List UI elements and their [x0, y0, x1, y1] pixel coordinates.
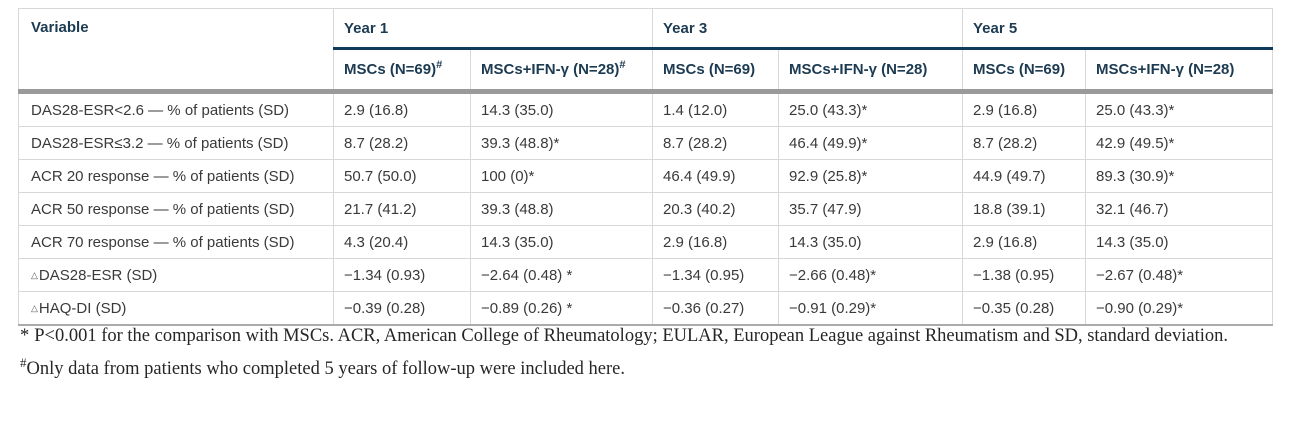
variable-text: DAS28-ESR≤3.2 — % of patients (SD) [31, 134, 289, 152]
footnote-text: P<0.001 for the comparison with MSCs. AC… [34, 326, 1228, 346]
delta-triangle-icon: △ [31, 302, 39, 313]
cell-value: −0.36 (0.27) [652, 291, 779, 325]
cell-value: 46.4 (49.9)* [778, 126, 963, 160]
cell-value: 25.0 (43.3)* [778, 91, 963, 127]
variable-text: ACR 70 response — % of patients (SD) [31, 233, 295, 251]
results-table: Variable Year 1 Year 3 Year 5 MSCs (N=69… [18, 8, 1273, 326]
col-header-label: MSCs+IFN-γ (N=28) [789, 61, 928, 78]
cell-value: 20.3 (40.2) [652, 192, 779, 226]
cell-value: −2.66 (0.48)* [778, 258, 963, 292]
col-header-label: MSCs (N=69) [973, 61, 1066, 78]
year-header-row: Variable Year 1 Year 3 Year 5 [18, 8, 1273, 94]
col-header-label: MSCs+IFN-γ (N=28) [481, 61, 620, 78]
year-5-group-header: Year 5 [962, 8, 1273, 50]
table-row: ACR 50 response — % of patients (SD) 21.… [18, 192, 1273, 226]
cell-value: 25.0 (43.3)* [1085, 91, 1273, 127]
year-5-label: Year 5 [973, 19, 1018, 37]
cell-value: 39.3 (48.8) [470, 192, 653, 226]
hash-superscript: # [619, 59, 626, 71]
cell-value: 39.3 (48.8)* [470, 126, 653, 160]
row-variable-label: ACR 20 response — % of patients (SD) [18, 159, 334, 193]
year-1-group-header: Year 1 [333, 8, 653, 50]
variable-column-header: Variable [18, 8, 334, 94]
cell-value: 1.4 (12.0) [652, 91, 779, 127]
footnotes: * P<0.001 for the comparison with MSCs. A… [20, 320, 1272, 386]
cell-value: −2.64 (0.48) * [470, 258, 653, 292]
cell-value: 100 (0)* [470, 159, 653, 193]
subgroup-header-row: MSCs (N=69)# MSCs+IFN-γ (N=28)# MSCs (N=… [19, 48, 1273, 94]
table-row: DAS28-ESR<2.6 — % of patients (SD) 2.9 (… [18, 91, 1273, 127]
cell-value: 42.9 (49.5)* [1085, 126, 1273, 160]
cell-value: 46.4 (49.9) [652, 159, 779, 193]
cell-value: 8.7 (28.2) [333, 126, 471, 160]
table-row: DAS28-ESR≤3.2 — % of patients (SD) 8.7 (… [18, 126, 1273, 160]
table-row: ACR 70 response — % of patients (SD) 4.3… [18, 225, 1273, 259]
cell-value: −0.89 (0.26) * [470, 291, 653, 325]
year-1-label: Year 1 [344, 19, 389, 37]
cell-value: −0.91 (0.29)* [778, 291, 963, 325]
results-table-container: Variable Year 1 Year 3 Year 5 MSCs (N=69… [18, 8, 1273, 326]
col-header-label: MSCs (N=69) [344, 61, 437, 78]
col-header-label: MSCs (N=69) [663, 61, 756, 78]
col-header-y5-mscs-ifn: MSCs+IFN-γ (N=28) [1085, 48, 1273, 94]
cell-value: −0.39 (0.28) [333, 291, 471, 325]
cell-value: −0.90 (0.29)* [1085, 291, 1273, 325]
hash-superscript: # [436, 59, 443, 71]
row-variable-label: △DAS28-ESR (SD) [18, 258, 334, 292]
col-header-y3-mscs: MSCs (N=69) [652, 48, 779, 94]
table-row: △DAS28-ESR (SD) −1.34 (0.93) −2.64 (0.48… [18, 258, 1273, 292]
cell-value: −0.35 (0.28) [962, 291, 1086, 325]
col-header-y1-mscs: MSCs (N=69)# [333, 48, 471, 94]
cell-value: 8.7 (28.2) [652, 126, 779, 160]
year-3-label: Year 3 [663, 19, 708, 37]
variable-text: DAS28-ESR (SD) [38, 266, 158, 284]
table-row: △HAQ-DI (SD) −0.39 (0.28) −0.89 (0.26) *… [18, 291, 1273, 325]
col-header-label: MSCs+IFN-γ (N=28) [1096, 61, 1235, 78]
cell-value: 32.1 (46.7) [1085, 192, 1273, 226]
cell-value: 2.9 (16.8) [652, 225, 779, 259]
col-header-y1-mscs-ifn: MSCs+IFN-γ (N=28)# [470, 48, 653, 94]
cell-value: 2.9 (16.8) [962, 91, 1086, 127]
row-variable-label: ACR 70 response — % of patients (SD) [18, 225, 334, 259]
hash-marker: # [20, 354, 27, 370]
cell-value: 14.3 (35.0) [470, 225, 653, 259]
cell-value: 14.3 (35.0) [778, 225, 963, 259]
cell-value: −1.38 (0.95) [962, 258, 1086, 292]
cell-value: 4.3 (20.4) [333, 225, 471, 259]
variable-text: DAS28-ESR<2.6 — % of patients (SD) [31, 101, 290, 119]
row-variable-label: ACR 50 response — % of patients (SD) [18, 192, 334, 226]
cell-value: 2.9 (16.8) [333, 91, 471, 127]
cell-value: 44.9 (49.7) [962, 159, 1086, 193]
cell-value: −1.34 (0.93) [333, 258, 471, 292]
cell-value: 8.7 (28.2) [962, 126, 1086, 160]
cell-value: 21.7 (41.2) [333, 192, 471, 226]
footnote-pvalue: * P<0.001 for the comparison with MSCs. A… [20, 320, 1272, 353]
cell-value: −2.67 (0.48)* [1085, 258, 1273, 292]
cell-value: 2.9 (16.8) [962, 225, 1086, 259]
cell-value: 50.7 (50.0) [333, 159, 471, 193]
asterisk-marker: * [20, 326, 30, 346]
row-variable-label: △HAQ-DI (SD) [18, 291, 334, 325]
cell-value: 18.8 (39.1) [962, 192, 1086, 226]
footnote-followup: #Only data from patients who completed 5… [20, 353, 1272, 386]
cell-value: 14.3 (35.0) [1085, 225, 1273, 259]
delta-triangle-icon: △ [31, 269, 39, 280]
col-header-y3-mscs-ifn: MSCs+IFN-γ (N=28) [778, 48, 963, 94]
cell-value: 92.9 (25.8)* [778, 159, 963, 193]
variable-text: ACR 50 response — % of patients (SD) [31, 200, 295, 218]
cell-value: 35.7 (47.9) [778, 192, 963, 226]
variable-header-label: Variable [31, 19, 89, 36]
year-3-group-header: Year 3 [652, 8, 963, 50]
col-header-y5-mscs: MSCs (N=69) [962, 48, 1086, 94]
cell-value: 89.3 (30.9)* [1085, 159, 1273, 193]
row-variable-label: DAS28-ESR≤3.2 — % of patients (SD) [18, 126, 334, 160]
footnote-text: Only data from patients who completed 5 … [26, 359, 626, 379]
variable-text: HAQ-DI (SD) [38, 299, 127, 317]
row-variable-label: DAS28-ESR<2.6 — % of patients (SD) [18, 91, 334, 127]
cell-value: −1.34 (0.95) [652, 258, 779, 292]
cell-value: 14.3 (35.0) [470, 91, 653, 127]
table-row: ACR 20 response — % of patients (SD) 50.… [18, 159, 1273, 193]
variable-text: ACR 20 response — % of patients (SD) [31, 167, 295, 185]
